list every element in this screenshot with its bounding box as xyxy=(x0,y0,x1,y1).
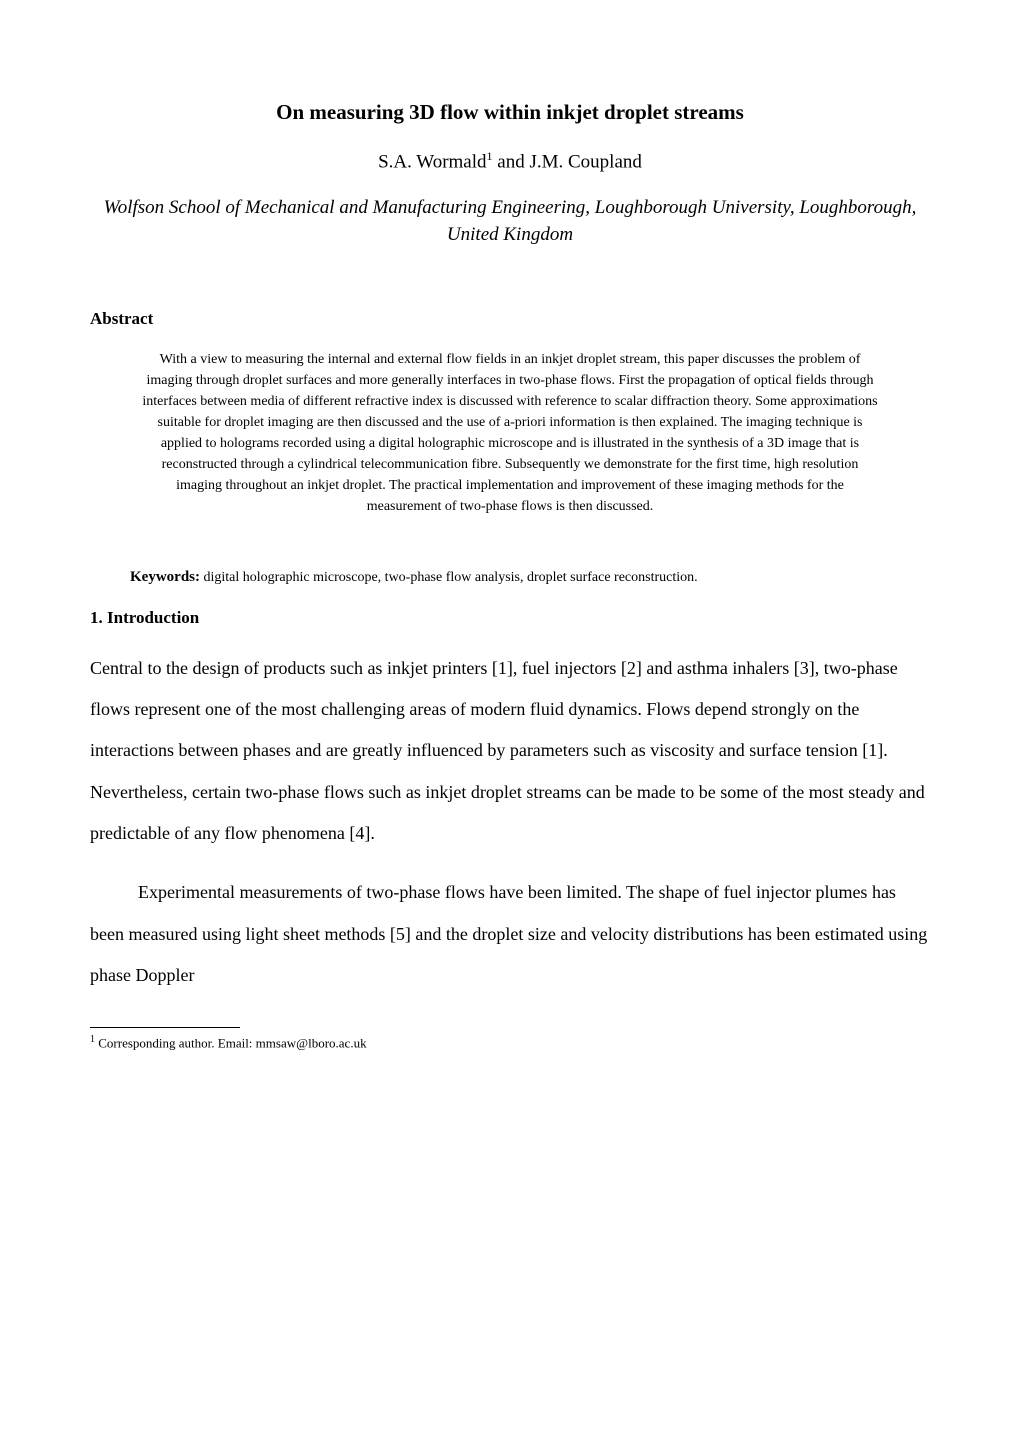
body-paragraph-2: Experimental measurements of two-phase f… xyxy=(90,872,930,996)
abstract-heading: Abstract xyxy=(90,309,930,329)
author-secondary: and J.M. Coupland xyxy=(493,151,642,172)
footnote: 1 Corresponding author. Email: mmsaw@lbo… xyxy=(90,1034,930,1051)
paper-title: On measuring 3D flow within inkjet dropl… xyxy=(90,100,930,125)
footnote-text: Corresponding author. Email: mmsaw@lboro… xyxy=(95,1035,367,1050)
keywords-block: Keywords: digital holographic microscope… xyxy=(130,567,890,588)
body-paragraph-1: Central to the design of products such a… xyxy=(90,648,930,855)
footnote-divider xyxy=(90,1027,240,1028)
keywords-text: digital holographic microscope, two-phas… xyxy=(200,570,698,585)
abstract-text: With a view to measuring the internal an… xyxy=(140,349,880,517)
author-primary: S.A. Wormald xyxy=(378,151,486,172)
introduction-heading: 1. Introduction xyxy=(90,608,930,628)
authors-line: S.A. Wormald1 and J.M. Coupland xyxy=(90,149,930,173)
affiliation: Wolfson School of Mechanical and Manufac… xyxy=(90,195,930,248)
keywords-label: Keywords: xyxy=(130,569,200,585)
